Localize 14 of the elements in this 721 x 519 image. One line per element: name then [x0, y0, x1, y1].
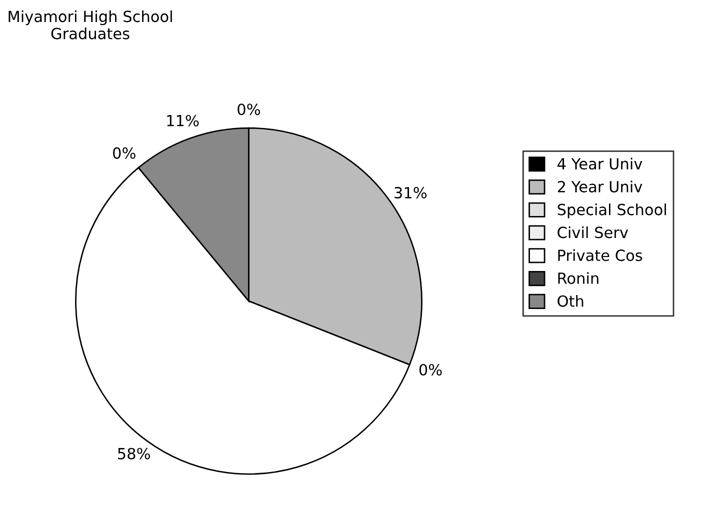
legend-label: 2 Year Univ	[558, 180, 642, 192]
data-label: 58%	[118, 448, 150, 460]
legend-label: Oth	[558, 295, 584, 307]
legend-label: Private Cos	[558, 249, 642, 262]
legend-label: 4 Year Univ	[558, 158, 642, 170]
chart-title: Miyamori High School Graduates	[8, 10, 172, 40]
text: 0%	[238, 104, 260, 116]
text: 0%	[419, 364, 442, 376]
data-label: 31%	[394, 186, 427, 198]
legend-label: Special School	[558, 204, 666, 218]
legend-label: Civil Serv	[558, 226, 628, 238]
data-label: 11%	[167, 114, 199, 126]
legend-label: Ronin	[558, 272, 598, 284]
text: 0%	[113, 147, 136, 159]
